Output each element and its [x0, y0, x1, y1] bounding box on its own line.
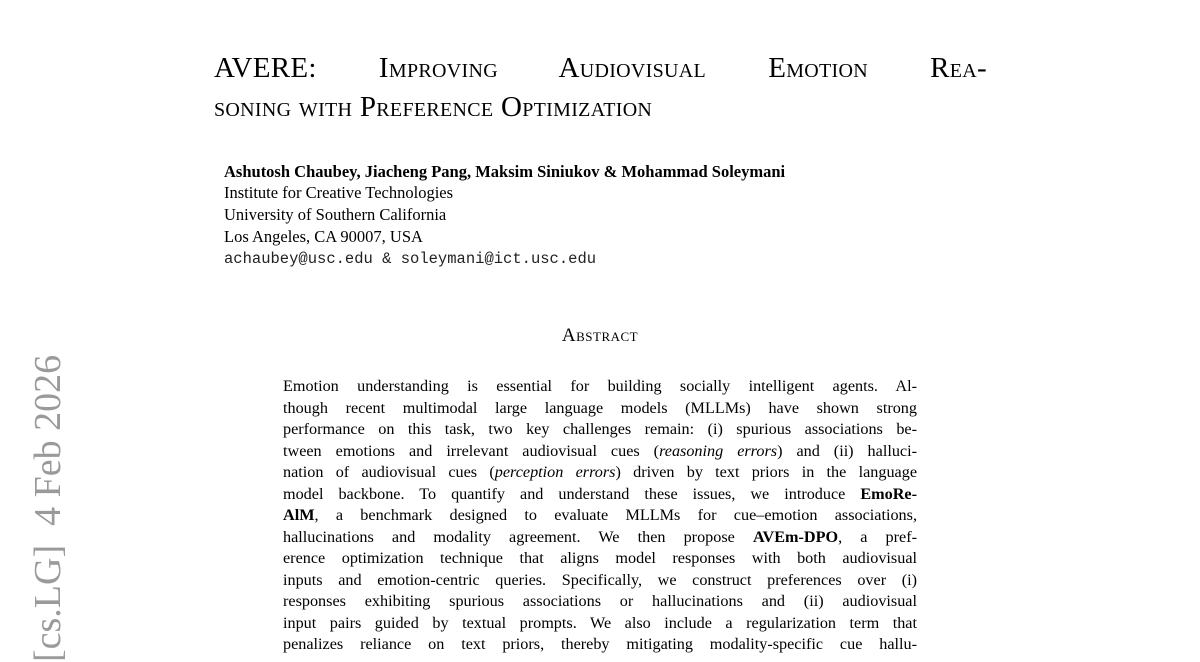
affiliation: Los Angeles, CA 90007, USA: [224, 227, 423, 246]
text: model backbone. To quantify and understa…: [283, 484, 861, 503]
arxiv-sidebar: [cs.LG] 4 Feb 2026: [27, 354, 69, 662]
abstract-line: input pairs guided by textual prompts. W…: [283, 613, 917, 635]
bold-term: EmoRe-: [860, 484, 917, 503]
abstract-line: penalizes reliance on text priors, there…: [283, 634, 917, 656]
emphasis: perception errors: [494, 463, 616, 481]
abstract-line: though recent multimodal large language …: [283, 398, 917, 420]
abstract-line: AlM, a benchmark designed to evaluate ML…: [283, 505, 917, 527]
bold-term: AlM: [283, 506, 315, 524]
abstract-line: erence optimization technique that align…: [283, 548, 917, 570]
affiliation: Institute for Creative Technologies: [224, 183, 454, 202]
abstract-line: hallucinations and modality agreement. W…: [283, 527, 917, 549]
abstract-heading: Abstract: [561, 325, 639, 346]
authors: Ashutosh Chaubey, Jiacheng Pang, Maksim …: [224, 162, 786, 181]
text: erence optimization technique that align…: [283, 549, 917, 567]
abstract-line: performance on this task, two key challe…: [283, 419, 917, 441]
text: input pairs guided by textual prompts. W…: [283, 613, 917, 632]
text: inputs and emotion-centric queries. Spec…: [283, 570, 917, 589]
bold-term: AVEm-DPO: [752, 527, 839, 546]
abstract-line: tween emotions and irrelevant audiovisua…: [283, 441, 917, 463]
emphasis: reasoning errors: [659, 441, 778, 460]
abstract-body: Emotion understanding is essential for b…: [283, 376, 917, 656]
title-line: AVERE: Improving Audiovisual Emotion Rea…: [214, 52, 987, 84]
email: achaubey@usc.edu & soleymani@ict.usc.edu: [224, 250, 597, 268]
abstract-line: inputs and emotion-centric queries. Spec…: [283, 570, 917, 592]
text: nation of audiovisual cues (: [283, 463, 495, 481]
page: [cs.LG] 4 Feb 2026 AVERE: Improving Audi…: [27, 52, 987, 662]
abstract-line: model backbone. To quantify and understa…: [283, 484, 917, 506]
text: hallucinations and modality agreement. W…: [283, 527, 753, 546]
text: ) and (ii) halluci-: [777, 441, 917, 460]
text: ) driven by text priors in the language: [615, 463, 917, 481]
text: performance on this task, two key challe…: [283, 420, 917, 438]
abstract-line: nation of audiovisual cues (perception e…: [283, 462, 917, 484]
text: , a benchmark designed to evaluate MLLMs…: [314, 506, 917, 524]
text: responses exhibiting spurious associatio…: [283, 592, 917, 610]
affiliation: University of Southern California: [224, 205, 447, 224]
text: , a pref-: [838, 527, 917, 546]
text: though recent multimodal large language …: [283, 398, 917, 417]
title-line: soning with Preference Optimization: [214, 91, 653, 123]
text: tween emotions and irrelevant audiovisua…: [283, 441, 660, 460]
text: penalizes reliance on text priors, there…: [283, 635, 917, 653]
abstract-line: Emotion understanding is essential for b…: [283, 376, 917, 398]
abstract-line: responses exhibiting spurious associatio…: [283, 591, 917, 613]
text: Emotion understanding is essential for b…: [283, 377, 917, 395]
